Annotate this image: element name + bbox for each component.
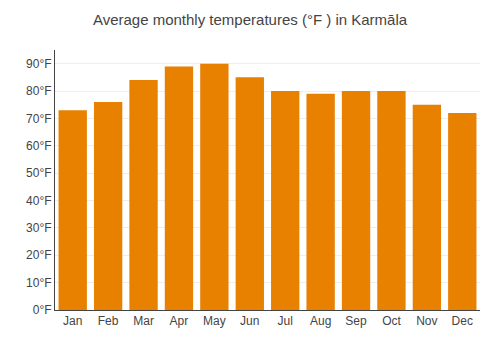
svg-text:Feb: Feb xyxy=(98,314,119,328)
svg-text:0°F: 0°F xyxy=(33,303,52,317)
svg-text:50°F: 50°F xyxy=(26,166,51,180)
svg-text:Nov: Nov xyxy=(416,314,437,328)
svg-text:90°F: 90°F xyxy=(26,57,51,71)
svg-text:Jun: Jun xyxy=(240,314,259,328)
svg-text:Average monthly temperatures (: Average monthly temperatures (°F ) in Ka… xyxy=(93,11,408,28)
svg-text:10°F: 10°F xyxy=(26,276,51,290)
svg-text:May: May xyxy=(203,314,226,328)
svg-text:Mar: Mar xyxy=(133,314,154,328)
svg-text:20°F: 20°F xyxy=(26,248,51,262)
svg-text:Apr: Apr xyxy=(170,314,189,328)
svg-text:Jan: Jan xyxy=(63,314,82,328)
svg-text:Oct: Oct xyxy=(382,314,401,328)
svg-text:Dec: Dec xyxy=(452,314,473,328)
svg-text:60°F: 60°F xyxy=(26,139,51,153)
svg-text:70°F: 70°F xyxy=(26,112,51,126)
svg-text:Jul: Jul xyxy=(278,314,293,328)
svg-text:80°F: 80°F xyxy=(26,84,51,98)
svg-text:30°F: 30°F xyxy=(26,221,51,235)
svg-text:40°F: 40°F xyxy=(26,194,51,208)
svg-text:Aug: Aug xyxy=(310,314,331,328)
svg-text:Sep: Sep xyxy=(345,314,367,328)
